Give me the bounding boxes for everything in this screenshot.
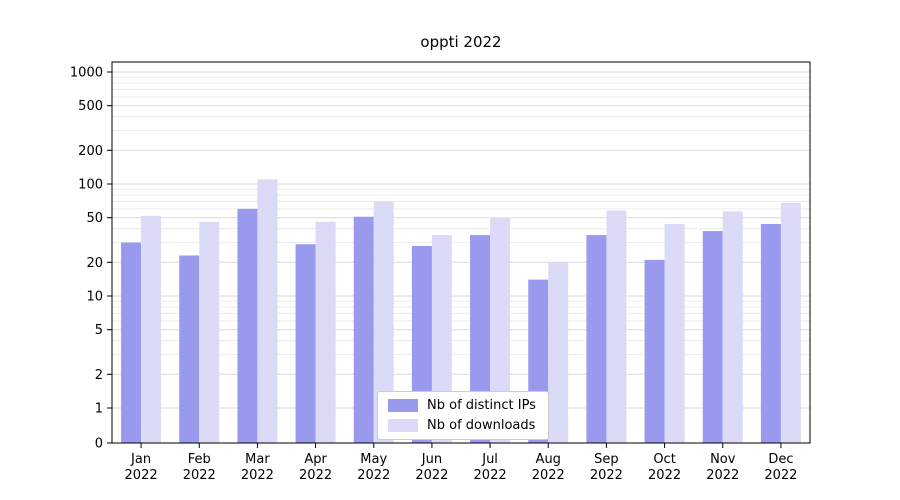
y-tick-label: 1 <box>95 402 103 417</box>
x-tick-label-month: Nov <box>710 452 736 467</box>
legend-swatch-downloads <box>388 419 418 432</box>
bar-distinct-ips-may <box>353 216 374 443</box>
y-tick-label: 10 <box>86 290 103 305</box>
bar-downloads-jan <box>141 215 162 443</box>
x-tick-label-month: Jan <box>130 452 151 467</box>
y-tick-label: 1000 <box>70 66 103 81</box>
x-tick-label-year: 2022 <box>706 468 739 483</box>
axes-frame <box>111 61 811 444</box>
x-tick-label-year: 2022 <box>764 468 797 483</box>
bar-distinct-ips-feb <box>179 255 200 443</box>
x-tick-label-month: May <box>360 452 387 467</box>
bar-downloads-sep <box>606 210 627 443</box>
bar-distinct-ips-jan <box>121 242 142 443</box>
chart-title: oppti 2022 <box>420 33 502 51</box>
bar-downloads-mar <box>257 179 278 443</box>
bar-distinct-ips-mar <box>237 208 258 443</box>
x-tick-label-year: 2022 <box>590 468 623 483</box>
x-tick-label-month: Jun <box>421 452 442 467</box>
x-tick-label-year: 2022 <box>125 468 158 483</box>
x-tick-label-month: Mar <box>245 452 270 467</box>
x-tick-label-month: Jul <box>481 452 498 467</box>
legend-label-distinct-ips: Nb of distinct IPs <box>427 398 536 413</box>
bar-distinct-ips-sep <box>586 235 607 443</box>
legend-label-downloads: Nb of downloads <box>427 418 536 433</box>
bar-distinct-ips-nov <box>702 231 723 443</box>
x-tick-label-month: Sep <box>594 452 619 467</box>
x-tick-label-year: 2022 <box>415 468 448 483</box>
y-tick-label: 100 <box>78 178 103 193</box>
x-tick-label-year: 2022 <box>648 468 681 483</box>
x-tick-label-month: Feb <box>188 452 211 467</box>
bar-downloads-feb <box>199 221 220 443</box>
x-tick-label-month: Oct <box>653 452 675 467</box>
x-tick-label-month: Apr <box>304 452 327 467</box>
y-tick-label: 200 <box>78 144 103 159</box>
bar-downloads-aug <box>548 262 569 443</box>
legend-swatch-distinct-ips <box>388 399 418 412</box>
x-tick-label-year: 2022 <box>532 468 565 483</box>
x-tick-label-month: Aug <box>536 452 561 467</box>
y-tick-label: 0 <box>95 437 103 452</box>
legend: Nb of distinct IPs Nb of downloads <box>377 391 549 440</box>
bar-downloads-dec <box>780 202 801 443</box>
bar-downloads-jul <box>490 217 511 443</box>
bar-distinct-ips-dec <box>760 223 781 443</box>
x-tick-label-year: 2022 <box>299 468 332 483</box>
x-tick-label-year: 2022 <box>241 468 274 483</box>
y-tick-label: 5 <box>95 323 103 338</box>
legend-item-distinct-ips: Nb of distinct IPs <box>388 399 536 412</box>
legend-item-downloads: Nb of downloads <box>388 419 536 432</box>
x-tick-label-year: 2022 <box>357 468 390 483</box>
y-tick-label: 500 <box>78 99 103 114</box>
bar-downloads-oct <box>664 223 685 443</box>
x-tick-label-year: 2022 <box>474 468 507 483</box>
y-tick-label: 50 <box>86 211 103 226</box>
x-tick-label-year: 2022 <box>183 468 216 483</box>
bar-downloads-apr <box>315 221 336 443</box>
y-tick-label: 2 <box>95 368 103 383</box>
bar-distinct-ips-oct <box>644 259 665 443</box>
y-tick-label: 20 <box>86 256 103 271</box>
bar-downloads-nov <box>722 211 743 443</box>
bar-downloads-may <box>373 201 394 443</box>
x-tick-label-month: Dec <box>768 452 793 467</box>
bar-distinct-ips-apr <box>295 244 316 443</box>
